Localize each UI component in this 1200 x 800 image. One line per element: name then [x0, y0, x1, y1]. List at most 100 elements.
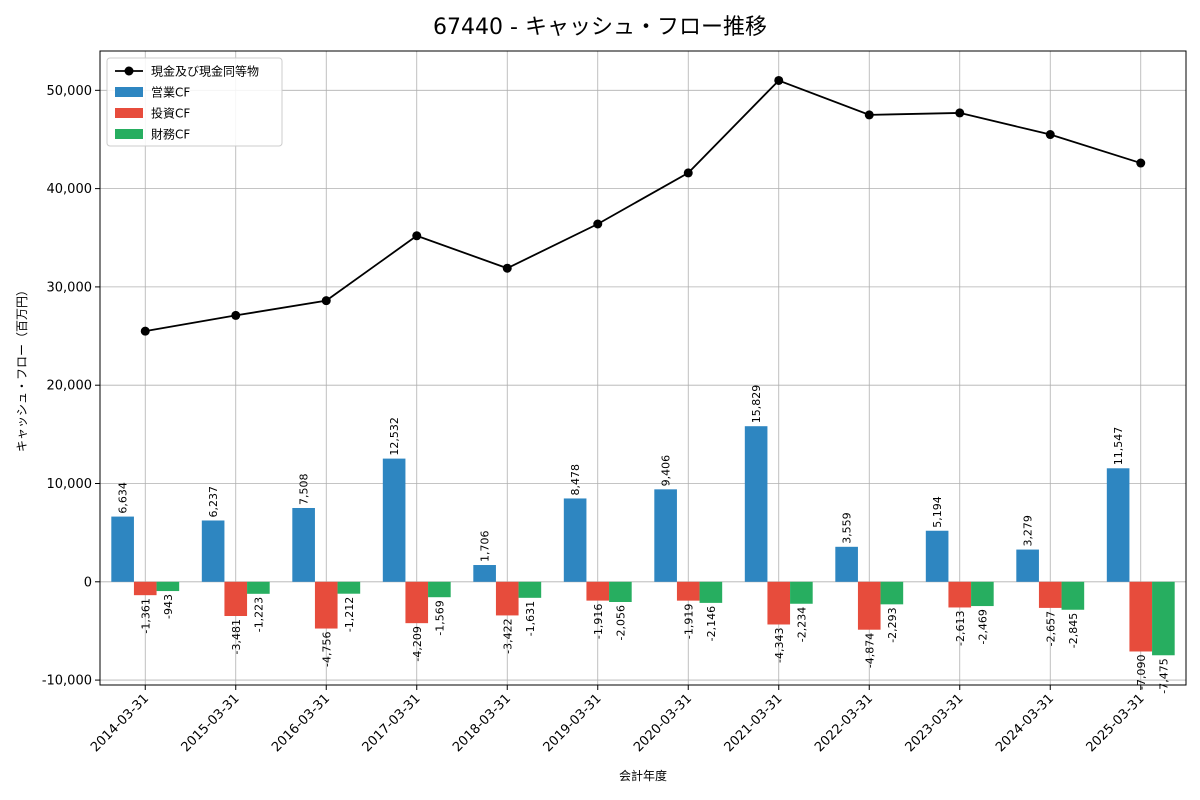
cash-line	[140, 75, 1146, 336]
bar-value-label: -4,209	[411, 626, 424, 661]
y-axis: -10,000 0 10,000 20,000 30,000 40,000 50,000	[42, 84, 100, 689]
bar-value-label: 1,706	[479, 531, 492, 563]
bar-investing	[857, 581, 881, 630]
bar-operating	[654, 489, 677, 582]
cash-point	[502, 263, 512, 273]
bar-value-label: -2,056	[614, 605, 627, 640]
bar-value-label: -1,631	[524, 601, 537, 636]
legend-label: 営業CF	[151, 86, 190, 100]
bar-value-label: 7,508	[298, 473, 311, 505]
bar-operating	[111, 516, 134, 582]
y-axis-label: キャッシュ・フロー（百万円）	[15, 284, 29, 452]
bar-value-label: -1,919	[682, 604, 695, 639]
bar-value-label: -2,293	[886, 607, 899, 642]
cash-point	[1136, 158, 1146, 168]
bar-value-label: -1,569	[433, 600, 446, 635]
x-axis-label: 会計年度	[619, 768, 667, 783]
y-tick-label: -10,000	[42, 674, 92, 689]
bar-financing	[1152, 581, 1175, 656]
bar-investing	[405, 581, 429, 624]
x-tick-label: 2023-03-31	[903, 691, 967, 755]
cash-point	[321, 296, 331, 306]
bar-financing	[1061, 581, 1085, 610]
x-axis: 2014-03-31 2015-03-31 2016-03-31 2017-03-31…	[88, 685, 1148, 755]
legend-box	[106, 57, 283, 147]
y-tick-label: 40,000	[47, 182, 93, 197]
x-tick-label: 2017-03-31	[360, 691, 424, 755]
bar-value-label: 3,559	[841, 512, 854, 544]
grid	[100, 51, 1186, 685]
bar-financing	[156, 581, 180, 592]
cash-point	[864, 110, 874, 120]
bar-value-label: 3,279	[1022, 515, 1035, 547]
bar-investing	[133, 581, 157, 596]
bar-value-label: 5,194	[931, 496, 944, 528]
bar-financing	[428, 581, 451, 598]
x-tick-label: 2019-03-31	[541, 691, 605, 755]
bar-labels: 6,634 6,237 7,508 12,532 1,706 8,478 9,406 15,8…	[117, 385, 1171, 694]
x-tick-label: 2022-03-31	[812, 691, 876, 755]
cash-point	[231, 310, 241, 320]
cash-point	[140, 326, 150, 336]
bar-value-label: -3,422	[501, 618, 514, 653]
bar-investing	[1129, 581, 1153, 652]
plot-frame	[99, 50, 1187, 686]
bar-investing	[224, 581, 248, 617]
x-tick-label: 2016-03-31	[269, 691, 333, 755]
bar-value-label: -4,874	[863, 633, 876, 668]
cash-point	[1045, 130, 1055, 140]
bar-operating	[744, 426, 768, 582]
legend-label: 投資CF	[151, 106, 190, 121]
bar-value-label: 9,406	[660, 455, 673, 487]
legend-swatch	[115, 129, 143, 139]
cash-point	[955, 108, 965, 118]
legend-swatch	[115, 87, 143, 97]
bar-value-label: -2,146	[705, 606, 718, 641]
bar-value-label: 11,547	[1112, 427, 1125, 466]
cash-point	[774, 75, 784, 85]
y-tick-label: 10,000	[47, 477, 93, 492]
y-tick-label: 20,000	[47, 379, 93, 394]
x-tick-label: 2021-03-31	[722, 691, 786, 755]
y-tick-label: 0	[84, 575, 92, 590]
bar-operating	[201, 520, 225, 582]
x-tick-label: 2024-03-31	[993, 691, 1057, 755]
bar-financing	[790, 581, 813, 604]
legend-label: 財務CF	[151, 127, 190, 142]
bar-investing	[948, 581, 972, 608]
x-tick-label: 2018-03-31	[450, 691, 514, 755]
bar-operating	[473, 565, 496, 582]
bar-value-label: -3,481	[230, 619, 243, 654]
bar-operating	[1106, 468, 1130, 582]
bar-value-label: 15,829	[750, 385, 763, 424]
bar-value-label: -943	[162, 594, 175, 619]
bar-value-label: 8,478	[569, 464, 582, 496]
bar-value-label: -7,475	[1157, 658, 1170, 693]
x-tick-label: 2014-03-31	[88, 691, 152, 755]
cash-point	[412, 231, 422, 241]
bar-financing	[880, 581, 904, 605]
bar-value-label: -1,223	[252, 597, 265, 632]
bar-operating	[292, 507, 315, 582]
legend-swatch	[115, 108, 143, 118]
bar-value-label: 12,532	[388, 417, 401, 456]
chart-title: 67440 - キャッシュ・フロー推移	[433, 15, 767, 40]
bar-value-label: 6,237	[207, 486, 220, 518]
bar-operating	[563, 498, 587, 582]
bar-value-label: -2,613	[954, 610, 967, 645]
cash-line-path	[145, 79, 1142, 333]
bar-value-label: -2,657	[1044, 611, 1057, 646]
bar-operating	[382, 458, 406, 582]
cash-point	[593, 219, 603, 229]
bar-value-label: 6,634	[117, 482, 130, 514]
bar-operating	[835, 546, 858, 582]
bar-value-label: -2,845	[1067, 613, 1080, 648]
bar-value-label: -1,212	[343, 597, 356, 632]
bar-financing	[609, 581, 632, 603]
bar-financing	[337, 581, 361, 594]
y-tick-label: 50,000	[47, 84, 93, 99]
bar-investing	[676, 581, 700, 601]
bar-financing	[971, 581, 994, 607]
y-tick-label: 30,000	[47, 280, 93, 295]
